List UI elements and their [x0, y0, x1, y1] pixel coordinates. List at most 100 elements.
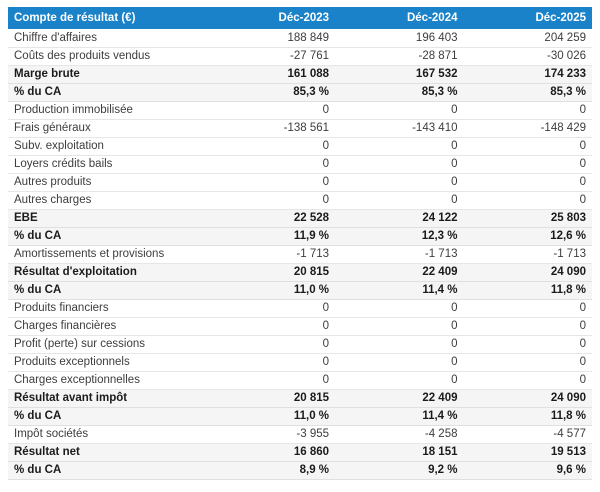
- row-value: 0: [206, 173, 336, 192]
- row-value: 85,3 %: [463, 83, 592, 102]
- row-value: 0: [206, 101, 336, 120]
- row-value: 0: [206, 191, 336, 210]
- header-row: Compte de résultat (€) Déc-2023 Déc-2024…: [8, 7, 592, 29]
- row-label: Autres produits: [8, 173, 207, 192]
- table-row: Subv. exploitation 0 0 0: [8, 137, 592, 156]
- row-value: 20 815: [206, 389, 336, 408]
- row-label: Coûts des produits vendus: [8, 47, 207, 66]
- row-value: 0: [463, 335, 592, 354]
- table-row: Profit (perte) sur cessions 0 0 0: [8, 335, 592, 354]
- row-value: 188 849: [206, 29, 336, 48]
- row-value: 0: [335, 353, 464, 372]
- row-value: 22 528: [206, 209, 336, 228]
- row-value: 174 233: [463, 65, 592, 84]
- row-value: 11,4 %: [335, 281, 464, 300]
- income-statement-table: Compte de résultat (€) Déc-2023 Déc-2024…: [8, 7, 592, 480]
- row-label: Profit (perte) sur cessions: [8, 335, 207, 354]
- row-value: 85,3 %: [206, 83, 336, 102]
- table-row-summary: % du CA 11,9 % 12,3 % 12,6 %: [8, 227, 592, 246]
- column-header-dec-2024: Déc-2024: [335, 7, 464, 29]
- income-statement: Compte de résultat (€) Déc-2023 Déc-2024…: [8, 7, 592, 480]
- row-label: Charges financières: [8, 317, 207, 336]
- row-value: 0: [206, 317, 336, 336]
- row-value: 0: [335, 317, 464, 336]
- table-row-summary: EBE 22 528 24 122 25 803: [8, 209, 592, 228]
- table-row: Charges exceptionnelles 0 0 0: [8, 371, 592, 390]
- row-value: -1 713: [206, 245, 336, 264]
- row-value: 25 803: [463, 209, 592, 228]
- row-value: 0: [206, 299, 336, 318]
- row-value: 8,9 %: [206, 461, 336, 480]
- row-value: 0: [335, 191, 464, 210]
- row-label: Frais généraux: [8, 119, 207, 138]
- row-value: 18 151: [335, 443, 464, 462]
- row-value: 11,0 %: [206, 281, 336, 300]
- table-row-summary: Résultat d'exploitation 20 815 22 409 24…: [8, 263, 592, 282]
- row-value: -1 713: [463, 245, 592, 264]
- row-value: -4 577: [463, 425, 592, 444]
- table-row: Frais généraux -138 561 -143 410 -148 42…: [8, 119, 592, 138]
- table-row: Loyers crédits bails 0 0 0: [8, 155, 592, 174]
- row-label: Chiffre d'affaires: [8, 29, 207, 48]
- row-value: 11,8 %: [463, 281, 592, 300]
- table-row: Autres charges 0 0 0: [8, 191, 592, 210]
- row-value: 0: [335, 299, 464, 318]
- row-value: 0: [463, 155, 592, 174]
- row-value: 0: [463, 353, 592, 372]
- row-value: 196 403: [335, 29, 464, 48]
- row-value: 11,9 %: [206, 227, 336, 246]
- row-value: -148 429: [463, 119, 592, 138]
- row-value: 85,3 %: [335, 83, 464, 102]
- row-value: 24 122: [335, 209, 464, 228]
- row-label: Production immobilisée: [8, 101, 207, 120]
- table-row-summary: % du CA 11,0 % 11,4 % 11,8 %: [8, 407, 592, 426]
- row-value: -28 871: [335, 47, 464, 66]
- table-row: Coûts des produits vendus -27 761 -28 87…: [8, 47, 592, 66]
- row-value: 12,3 %: [335, 227, 464, 246]
- row-value: 11,8 %: [463, 407, 592, 426]
- table-row: Impôt sociétés -3 955 -4 258 -4 577: [8, 425, 592, 444]
- row-label: Résultat avant impôt: [8, 389, 207, 408]
- table-row: Produits financiers 0 0 0: [8, 299, 592, 318]
- row-value: -27 761: [206, 47, 336, 66]
- row-value: 0: [335, 371, 464, 390]
- table-row-summary: % du CA 8,9 % 9,2 % 9,6 %: [8, 461, 592, 480]
- table-row: Charges financières 0 0 0: [8, 317, 592, 336]
- row-value: -30 026: [463, 47, 592, 66]
- row-label: EBE: [8, 209, 207, 228]
- row-value: 9,2 %: [335, 461, 464, 480]
- table-title: Compte de résultat (€): [8, 7, 207, 29]
- row-value: -138 561: [206, 119, 336, 138]
- row-label: Impôt sociétés: [8, 425, 207, 444]
- column-header-dec-2023: Déc-2023: [206, 7, 336, 29]
- row-value: 0: [206, 137, 336, 156]
- column-header-dec-2025: Déc-2025: [463, 7, 592, 29]
- table-row-summary: Résultat net 16 860 18 151 19 513: [8, 443, 592, 462]
- row-value: 161 088: [206, 65, 336, 84]
- row-label: Amortissements et provisions: [8, 245, 207, 264]
- row-label: Produits financiers: [8, 299, 207, 318]
- row-value: 0: [463, 173, 592, 192]
- row-value: 9,6 %: [463, 461, 592, 480]
- row-value: -3 955: [206, 425, 336, 444]
- row-value: 167 532: [335, 65, 464, 84]
- table-row-summary: % du CA 11,0 % 11,4 % 11,8 %: [8, 281, 592, 300]
- row-value: 0: [463, 317, 592, 336]
- row-label: Charges exceptionnelles: [8, 371, 207, 390]
- row-value: 204 259: [463, 29, 592, 48]
- table-row-summary: % du CA 85,3 % 85,3 % 85,3 %: [8, 83, 592, 102]
- row-value: 0: [335, 173, 464, 192]
- row-value: 0: [463, 191, 592, 210]
- row-value: -143 410: [335, 119, 464, 138]
- table-row: Production immobilisée 0 0 0: [8, 101, 592, 120]
- row-value: 0: [206, 353, 336, 372]
- row-label: Marge brute: [8, 65, 207, 84]
- row-value: 0: [463, 299, 592, 318]
- table-row: Autres produits 0 0 0: [8, 173, 592, 192]
- row-value: 24 090: [463, 263, 592, 282]
- row-value: 20 815: [206, 263, 336, 282]
- row-label: % du CA: [8, 83, 207, 102]
- row-label: % du CA: [8, 407, 207, 426]
- row-value: 0: [206, 335, 336, 354]
- row-value: 0: [335, 137, 464, 156]
